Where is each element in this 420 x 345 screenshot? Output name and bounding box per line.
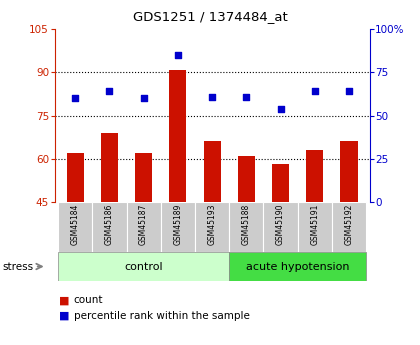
Bar [126, 202, 161, 252]
Bar [332, 202, 366, 252]
Bar [135, 153, 152, 202]
Point [140, 96, 147, 101]
Bar [101, 133, 118, 202]
Bar [161, 202, 195, 252]
Bar [238, 156, 255, 202]
Text: GSM45187: GSM45187 [139, 204, 148, 245]
Text: ■: ■ [59, 311, 69, 321]
Bar [58, 202, 92, 252]
Bar [298, 202, 332, 252]
Text: GSM45186: GSM45186 [105, 204, 114, 245]
Bar [306, 150, 323, 202]
Point [72, 96, 79, 101]
Bar [92, 202, 126, 252]
Bar [341, 141, 357, 202]
Bar [229, 202, 263, 252]
Bar [263, 202, 298, 252]
Point [174, 52, 181, 58]
Bar [195, 202, 229, 252]
Text: GSM45189: GSM45189 [173, 204, 182, 245]
Bar [272, 165, 289, 202]
Bar [58, 252, 229, 281]
Point [312, 89, 318, 94]
Text: GSM45193: GSM45193 [207, 204, 217, 245]
Bar [229, 252, 366, 281]
Bar [169, 70, 186, 202]
Text: GSM45184: GSM45184 [71, 204, 80, 245]
Point [277, 106, 284, 111]
Point [209, 94, 215, 99]
Point [106, 89, 113, 94]
Text: GDS1251 / 1374484_at: GDS1251 / 1374484_at [133, 10, 287, 23]
Text: GSM45190: GSM45190 [276, 204, 285, 245]
Text: ■: ■ [59, 295, 69, 305]
Point [346, 89, 352, 94]
Text: control: control [124, 262, 163, 272]
Text: stress: stress [2, 262, 33, 272]
Text: count: count [74, 295, 103, 305]
Text: GSM45191: GSM45191 [310, 204, 319, 245]
Point [243, 94, 250, 99]
Bar [67, 153, 84, 202]
Text: acute hypotension: acute hypotension [246, 262, 349, 272]
Bar [204, 141, 220, 202]
Text: percentile rank within the sample: percentile rank within the sample [74, 311, 249, 321]
Text: GSM45188: GSM45188 [242, 204, 251, 245]
Text: GSM45192: GSM45192 [344, 204, 354, 245]
